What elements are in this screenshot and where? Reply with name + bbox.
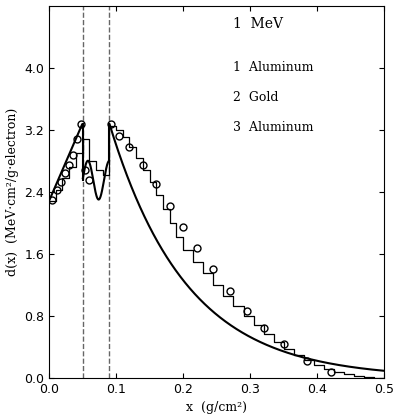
Text: 1  MeV: 1 MeV: [234, 17, 284, 31]
Y-axis label: d(x)  (MeV·cm²/g·electron): d(x) (MeV·cm²/g·electron): [6, 108, 18, 276]
Text: 1  Aluminum: 1 Aluminum: [234, 61, 314, 74]
Text: 2  Gold: 2 Gold: [234, 91, 279, 104]
Text: 3  Aluminum: 3 Aluminum: [234, 121, 314, 134]
X-axis label: x  (g/cm²): x (g/cm²): [186, 402, 247, 415]
